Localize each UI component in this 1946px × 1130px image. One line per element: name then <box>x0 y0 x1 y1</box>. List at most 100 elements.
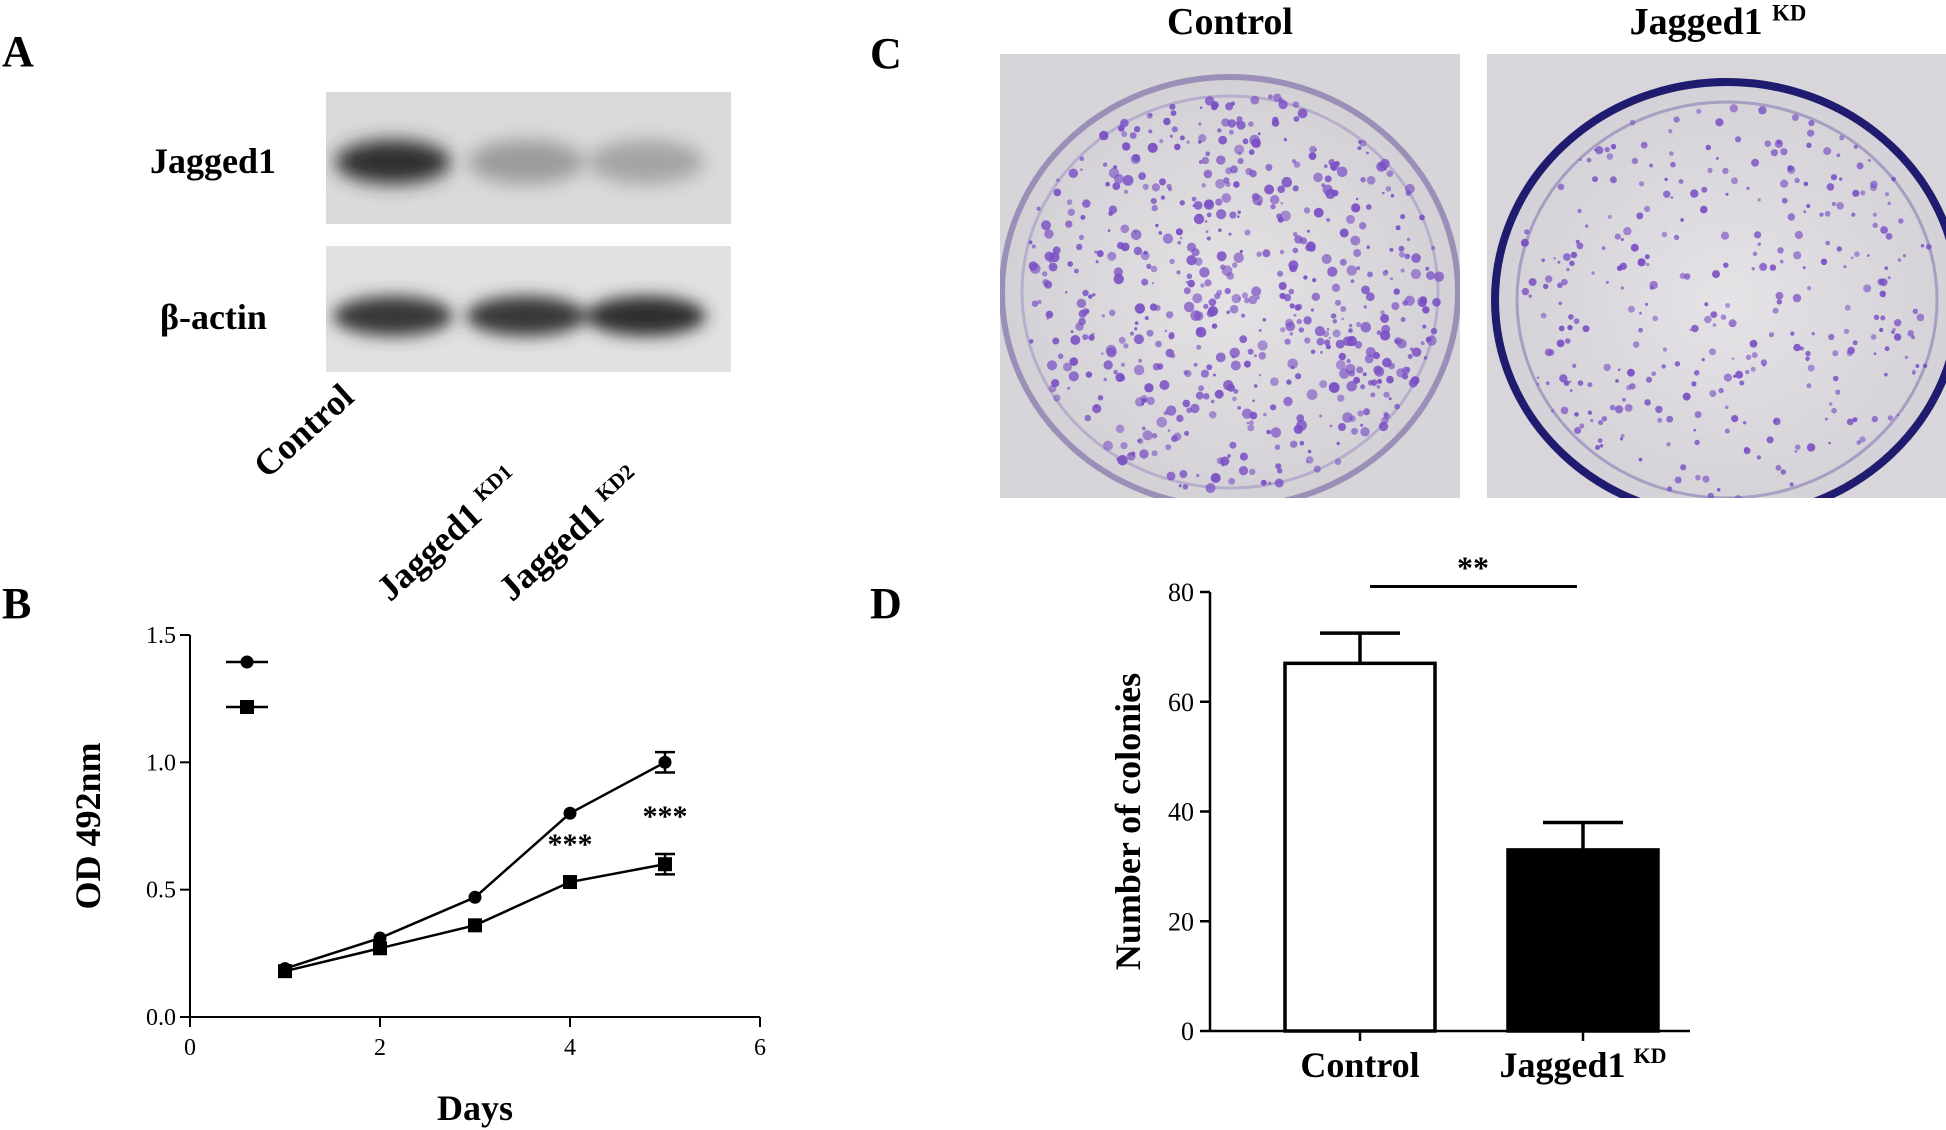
colony <box>1684 273 1691 280</box>
colony <box>1176 270 1181 275</box>
colony <box>1587 382 1593 388</box>
colony <box>1432 298 1441 307</box>
colony <box>1389 247 1394 252</box>
colony <box>1313 172 1323 183</box>
colony <box>1366 176 1376 185</box>
colony <box>1273 93 1282 102</box>
colony <box>1067 386 1071 390</box>
colony <box>1228 477 1236 485</box>
colony <box>1780 469 1786 475</box>
colony <box>1637 258 1646 267</box>
colony <box>1044 251 1055 262</box>
colony <box>1133 126 1141 133</box>
colony <box>1239 335 1248 344</box>
colony <box>1053 188 1062 197</box>
colony <box>1248 149 1255 155</box>
colony <box>1360 321 1372 333</box>
colony <box>1312 278 1317 283</box>
colony <box>1229 441 1237 449</box>
colony <box>1760 359 1768 366</box>
colony <box>1052 337 1060 345</box>
colony <box>1212 373 1216 377</box>
colony <box>1204 96 1215 106</box>
colony <box>1028 240 1033 245</box>
colony <box>1556 339 1565 348</box>
colony <box>1733 374 1737 378</box>
colony <box>1231 262 1238 268</box>
colony <box>1627 368 1635 377</box>
colony <box>1284 338 1291 345</box>
colony <box>1049 260 1052 264</box>
colony <box>1248 121 1254 127</box>
colony <box>1426 335 1437 346</box>
colony <box>1750 366 1756 372</box>
colony <box>1045 310 1054 319</box>
colony <box>1410 268 1421 280</box>
colony <box>1757 198 1761 202</box>
colony <box>1723 373 1732 382</box>
colony <box>1067 261 1073 267</box>
colony <box>1036 206 1041 211</box>
colony <box>1195 326 1207 338</box>
colony <box>1579 158 1582 161</box>
colony <box>1226 310 1230 315</box>
colony <box>1579 423 1585 429</box>
colony <box>1094 404 1098 409</box>
colony <box>1617 368 1621 372</box>
colony <box>1165 405 1177 416</box>
colony <box>1303 207 1311 214</box>
colony <box>1310 349 1316 355</box>
colony <box>1825 240 1830 246</box>
colony <box>1117 455 1128 466</box>
colony <box>1382 191 1385 195</box>
data-point <box>278 964 292 979</box>
colony <box>1735 136 1742 143</box>
colony <box>1221 118 1230 127</box>
colony <box>1335 360 1346 370</box>
colony <box>1196 344 1202 350</box>
colony <box>1214 389 1224 399</box>
colony <box>1725 192 1729 196</box>
colony <box>1558 301 1563 306</box>
colony <box>1289 332 1294 336</box>
colony <box>1252 399 1255 403</box>
legend-marker <box>240 655 254 669</box>
colony <box>1391 302 1400 311</box>
colony <box>1756 455 1762 460</box>
colony <box>1052 246 1061 255</box>
colony <box>1044 229 1054 239</box>
colony <box>1568 380 1572 383</box>
colony <box>1205 483 1216 493</box>
colony <box>1103 360 1113 370</box>
colony <box>1572 363 1577 368</box>
colony <box>1178 484 1182 488</box>
colony <box>1142 426 1146 431</box>
colony <box>1028 261 1038 271</box>
colony <box>1574 427 1582 434</box>
colony <box>1433 271 1445 282</box>
colony <box>1597 438 1603 443</box>
colony <box>1599 444 1604 448</box>
colony <box>1639 181 1645 187</box>
colony <box>1099 130 1109 141</box>
colony <box>1095 260 1099 264</box>
colony <box>1147 142 1158 153</box>
colony <box>1521 287 1530 296</box>
colony <box>1364 354 1374 364</box>
colony <box>1234 144 1245 155</box>
colony <box>1775 464 1782 471</box>
colony <box>1639 311 1642 315</box>
colony <box>1720 231 1730 240</box>
colony <box>1283 293 1292 302</box>
colony <box>1609 176 1617 184</box>
colony <box>1325 344 1331 350</box>
colony <box>1577 208 1582 214</box>
colony <box>1666 486 1673 492</box>
colony <box>1221 463 1225 467</box>
colony <box>1274 444 1281 450</box>
colony <box>1074 268 1079 274</box>
colony <box>1587 410 1593 415</box>
colony <box>1360 177 1366 183</box>
colony <box>1528 294 1532 298</box>
colony <box>1105 181 1110 187</box>
